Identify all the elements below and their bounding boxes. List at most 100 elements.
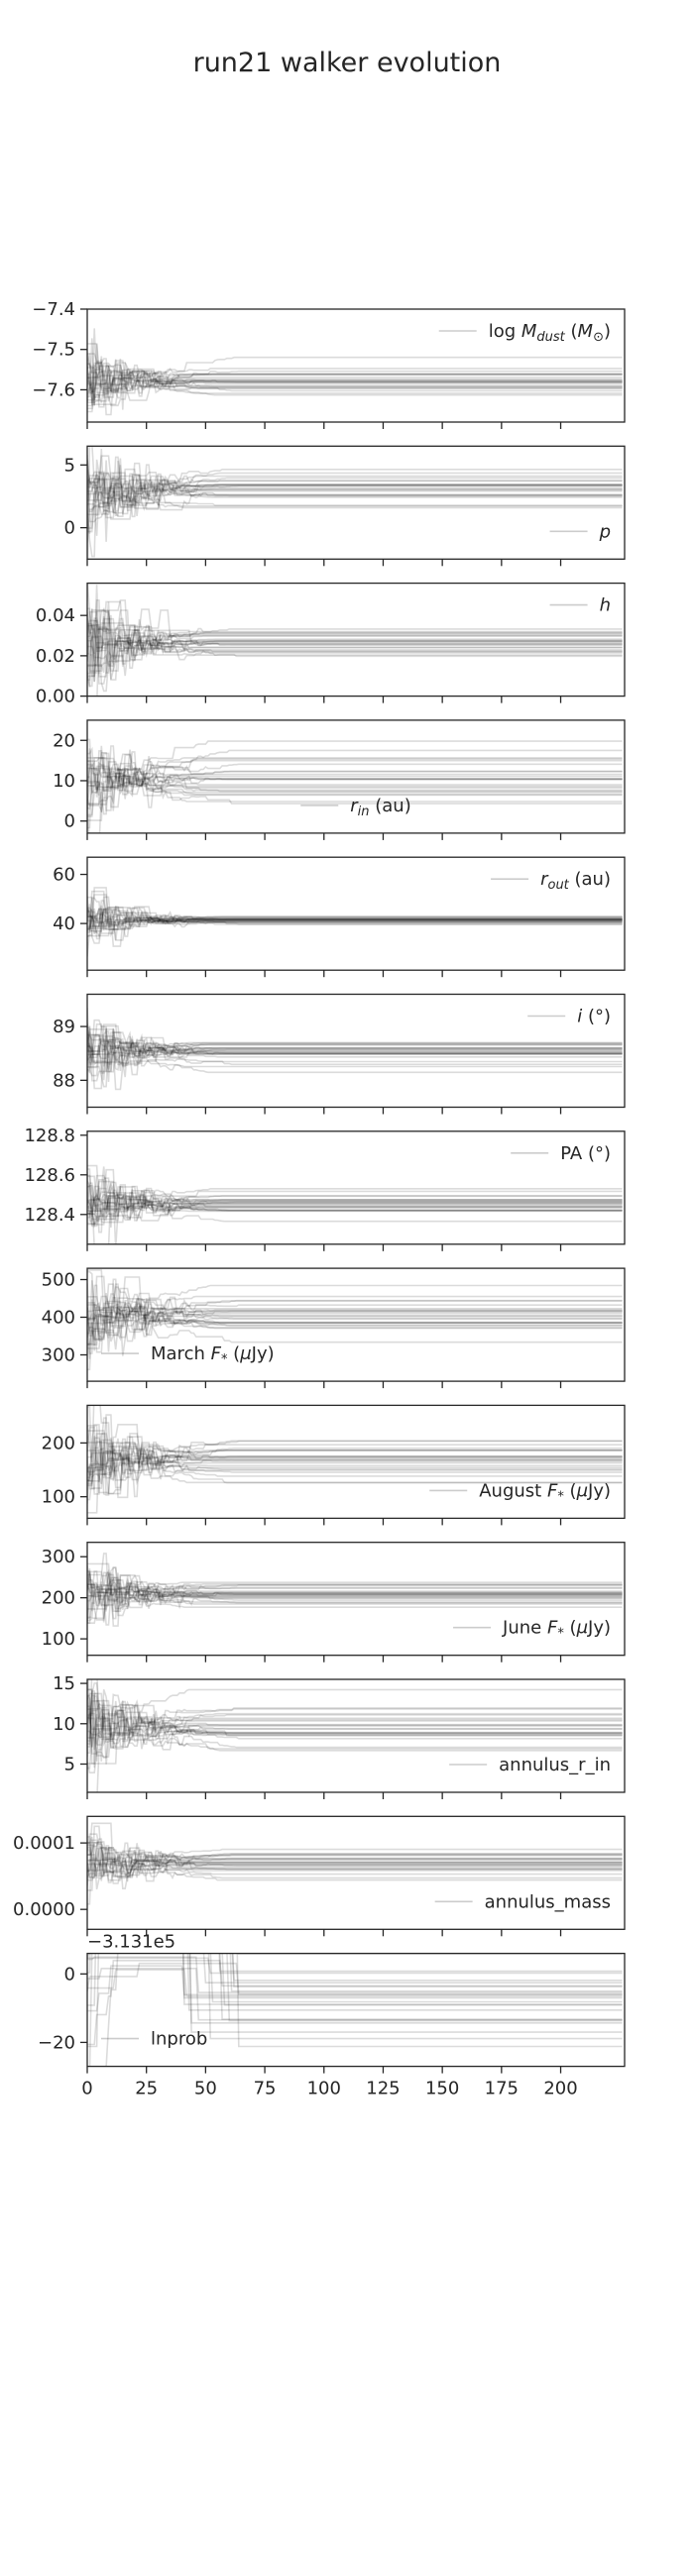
walker-line bbox=[87, 609, 623, 673]
walker-line bbox=[87, 906, 623, 933]
walker-line bbox=[87, 1040, 623, 1076]
walker-line bbox=[229, 1953, 623, 1992]
walker-line bbox=[87, 1956, 623, 1993]
walker-line bbox=[87, 1284, 623, 1354]
walker-line bbox=[87, 745, 623, 810]
walker-line bbox=[87, 753, 623, 817]
walker-line bbox=[87, 1825, 623, 1891]
walker-line bbox=[87, 1301, 623, 1349]
walker-line bbox=[87, 459, 623, 511]
y-tick-label: 128.4 bbox=[24, 1205, 75, 1226]
walker-line bbox=[87, 369, 623, 393]
walker-line bbox=[87, 1033, 623, 1071]
walker-line bbox=[87, 614, 623, 685]
walker-line bbox=[87, 749, 623, 813]
panel-frame bbox=[86, 1542, 626, 1657]
x-tick-label: 75 bbox=[254, 2079, 277, 2099]
legend-label: PA (°) bbox=[560, 1143, 611, 1164]
y-tick-label: 0.04 bbox=[36, 605, 75, 626]
walker-line bbox=[87, 1008, 623, 1065]
walker-line bbox=[87, 894, 623, 925]
y-tick-label: −20 bbox=[38, 2032, 75, 2053]
walker-line bbox=[87, 1177, 623, 1234]
y-tick-label: 88 bbox=[53, 1070, 75, 1091]
walker-line bbox=[87, 1019, 623, 1073]
walker-line bbox=[236, 1953, 623, 2048]
walker-line bbox=[188, 1953, 623, 2024]
y-tick-label: 89 bbox=[53, 1017, 75, 1037]
walker-line bbox=[87, 627, 623, 675]
legend-1: p bbox=[549, 521, 611, 542]
y-tick-label: 20 bbox=[53, 730, 75, 751]
legend-label: annulus_mass bbox=[485, 1891, 611, 1912]
walker-line bbox=[87, 375, 623, 402]
walker-line bbox=[87, 635, 623, 693]
panel-frame bbox=[86, 445, 626, 560]
legend-7: March F* (μJy) bbox=[101, 1343, 275, 1367]
walker-line bbox=[87, 1414, 623, 1499]
walker-line bbox=[87, 1684, 623, 1745]
walker-line bbox=[87, 1688, 623, 1737]
walker-line bbox=[87, 1430, 623, 1478]
walker-line bbox=[87, 1451, 623, 1498]
walker-line bbox=[87, 1839, 623, 1881]
walker-line bbox=[87, 1847, 623, 1879]
walker-line bbox=[87, 601, 623, 682]
walker-line bbox=[87, 344, 623, 406]
walker-line bbox=[87, 1852, 623, 1864]
walker-line bbox=[87, 1847, 623, 1878]
legend-10: annulus_r_in bbox=[449, 1755, 611, 1775]
walker-line bbox=[87, 1953, 623, 2006]
walker-line bbox=[87, 1028, 623, 1078]
legend-6: PA (°) bbox=[511, 1143, 611, 1164]
walker-line bbox=[87, 1700, 623, 1754]
walker-traces-8 bbox=[87, 1405, 623, 1514]
walker-line bbox=[87, 757, 623, 787]
walker-line bbox=[87, 365, 623, 402]
walker-line bbox=[87, 1286, 623, 1339]
walker-traces-0 bbox=[87, 328, 623, 416]
walker-line bbox=[87, 358, 623, 389]
walker-line bbox=[87, 629, 623, 681]
walker-line bbox=[87, 1717, 623, 1770]
walker-line bbox=[87, 1965, 623, 2012]
walker-line bbox=[87, 1570, 623, 1601]
walker-line bbox=[87, 1037, 623, 1069]
walker-line bbox=[87, 1693, 623, 1741]
walker-traces-10 bbox=[87, 1679, 623, 1792]
walker-traces-6 bbox=[87, 1164, 623, 1244]
panel-10: 15 10 5 annulus_r_in bbox=[53, 1673, 626, 1799]
walker-line bbox=[87, 1442, 623, 1481]
legend-label: log Mdust (M⊙) bbox=[489, 321, 611, 345]
walker-line bbox=[87, 1846, 623, 1877]
walker-line bbox=[87, 1181, 623, 1222]
walker-line bbox=[87, 1562, 623, 1600]
walker-line bbox=[87, 908, 623, 941]
walker-line bbox=[87, 907, 623, 930]
legend-label: h bbox=[600, 595, 611, 616]
walker-line bbox=[87, 460, 623, 515]
walker-line bbox=[87, 631, 623, 661]
walker-line bbox=[87, 1188, 623, 1219]
walker-line bbox=[87, 1179, 623, 1219]
y-tick-label: 300 bbox=[42, 1345, 75, 1366]
walker-line bbox=[87, 1847, 623, 1882]
walker-line bbox=[87, 1953, 623, 2022]
walker-line bbox=[87, 1578, 623, 1620]
walker-line bbox=[87, 738, 623, 805]
walker-line bbox=[87, 763, 623, 810]
walker-line bbox=[87, 1702, 623, 1751]
walker-line bbox=[87, 1841, 623, 1878]
walker-line bbox=[87, 610, 623, 678]
walker-line bbox=[87, 750, 623, 804]
y-tick-label: 0 bbox=[64, 1964, 75, 1985]
walker-line bbox=[87, 765, 623, 788]
walker-line bbox=[87, 1195, 623, 1223]
walker-line bbox=[87, 1304, 623, 1335]
panel-frame bbox=[86, 1952, 626, 2068]
y-tick-label: 0 bbox=[64, 811, 75, 832]
walker-line bbox=[87, 896, 623, 934]
walker-line bbox=[87, 1704, 623, 1762]
walker-line bbox=[87, 740, 623, 805]
walker-line bbox=[87, 1187, 623, 1228]
